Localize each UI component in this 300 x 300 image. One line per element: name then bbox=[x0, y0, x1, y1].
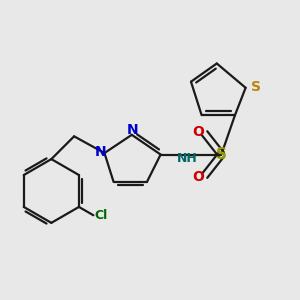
Text: N: N bbox=[127, 123, 138, 137]
Text: S: S bbox=[251, 80, 261, 94]
Text: N: N bbox=[94, 145, 106, 159]
Text: Cl: Cl bbox=[94, 209, 108, 222]
Text: S: S bbox=[216, 147, 227, 162]
Text: O: O bbox=[192, 125, 204, 140]
Text: NH: NH bbox=[177, 152, 198, 165]
Text: O: O bbox=[192, 170, 204, 184]
